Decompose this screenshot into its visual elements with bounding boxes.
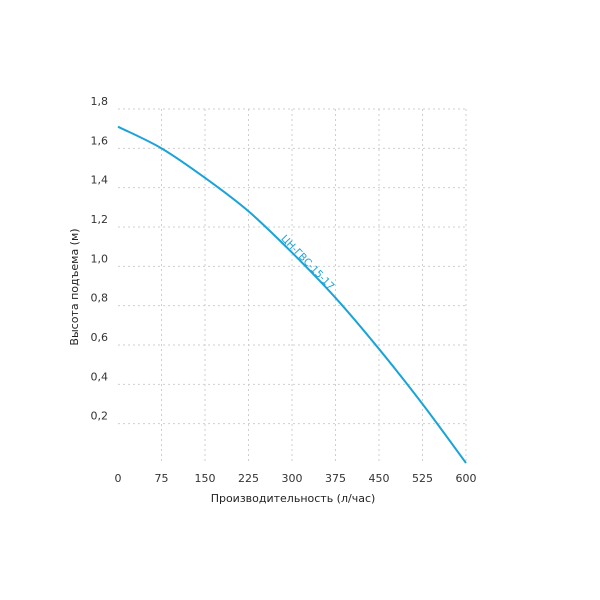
x-tick-label: 600: [456, 472, 477, 485]
x-tick-label: 0: [115, 472, 122, 485]
y-tick-label: 0,2: [91, 410, 109, 423]
y-tick-label: 1,2: [91, 213, 109, 226]
x-tick-label: 525: [412, 472, 433, 485]
y-tick-labels: 0,2 0,4 0,6 0,8 1,0 1,2 1,4 1,6 1,8: [91, 95, 109, 423]
x-axis-title: Производительность (л/час): [211, 492, 376, 505]
x-tick-label: 300: [282, 472, 303, 485]
x-tick-label: 75: [155, 472, 169, 485]
y-tick-label: 1,8: [91, 95, 109, 108]
y-tick-label: 0,6: [91, 331, 109, 344]
x-tick-label: 450: [369, 472, 390, 485]
y-axis-title: Высота подъема (м): [68, 228, 81, 345]
series-line: [117, 125, 467, 464]
y-tick-label: 0,8: [91, 292, 109, 305]
x-gridlines: [161, 109, 467, 463]
y-tick-label: 1,4: [91, 174, 109, 187]
x-tick-label: 150: [195, 472, 216, 485]
series-label: ЦН-ГВС-15-17: [278, 233, 335, 292]
y-tick-label: 1,6: [91, 134, 109, 147]
x-tick-labels: 0 75 150 225 300 375 450 525 600: [115, 472, 477, 485]
x-tick-label: 225: [238, 472, 259, 485]
y-tick-label: 1,0: [91, 252, 109, 265]
y-gridlines: [118, 108, 466, 425]
x-tick-label: 375: [325, 472, 346, 485]
y-tick-label: 0,4: [91, 370, 109, 383]
